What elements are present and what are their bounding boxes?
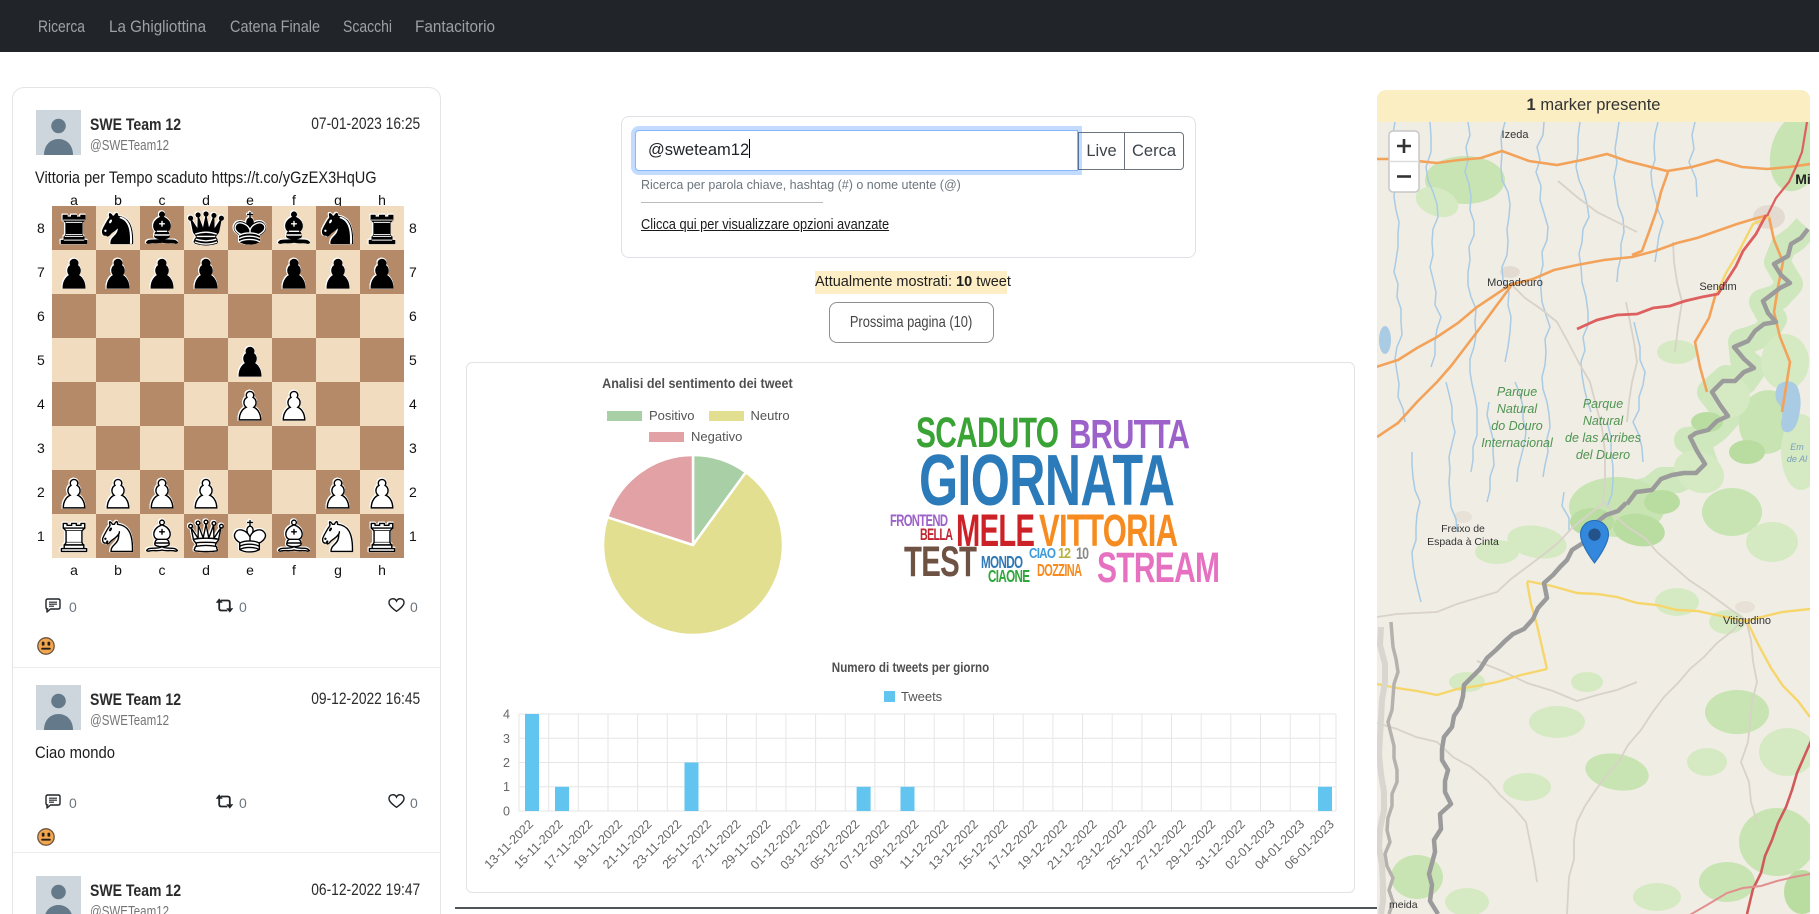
svg-text:Parque: Parque	[1583, 397, 1623, 411]
svg-text:Vitigudino: Vitigudino	[1723, 615, 1771, 627]
svg-text:Natural: Natural	[1497, 402, 1539, 416]
svg-text:1: 1	[503, 780, 510, 794]
svg-text:Izeda: Izeda	[1502, 129, 1530, 141]
svg-text:2: 2	[503, 756, 510, 770]
svg-text:Internacional: Internacional	[1481, 436, 1554, 450]
svg-text:Natural: Natural	[1583, 414, 1625, 428]
svg-text:Espada à Cinta: Espada à Cinta	[1427, 536, 1499, 548]
svg-text:3: 3	[503, 732, 510, 746]
svg-text:4: 4	[503, 708, 510, 722]
svg-text:meida: meida	[1389, 899, 1418, 911]
svg-text:Parque: Parque	[1497, 385, 1537, 399]
svg-text:do Douro: do Douro	[1491, 419, 1542, 433]
svg-text:Freixo de: Freixo de	[1441, 523, 1485, 535]
svg-text:de Al: de Al	[1787, 454, 1808, 464]
svg-text:Em: Em	[1790, 442, 1804, 452]
svg-text:0: 0	[503, 805, 510, 819]
svg-text:Sendim: Sendim	[1699, 281, 1736, 293]
svg-text:del Duero: del Duero	[1576, 448, 1630, 462]
svg-text:de las Arribes: de las Arribes	[1565, 431, 1641, 445]
svg-text:Mi: Mi	[1795, 171, 1810, 187]
svg-text:Mogadouro: Mogadouro	[1487, 277, 1543, 289]
